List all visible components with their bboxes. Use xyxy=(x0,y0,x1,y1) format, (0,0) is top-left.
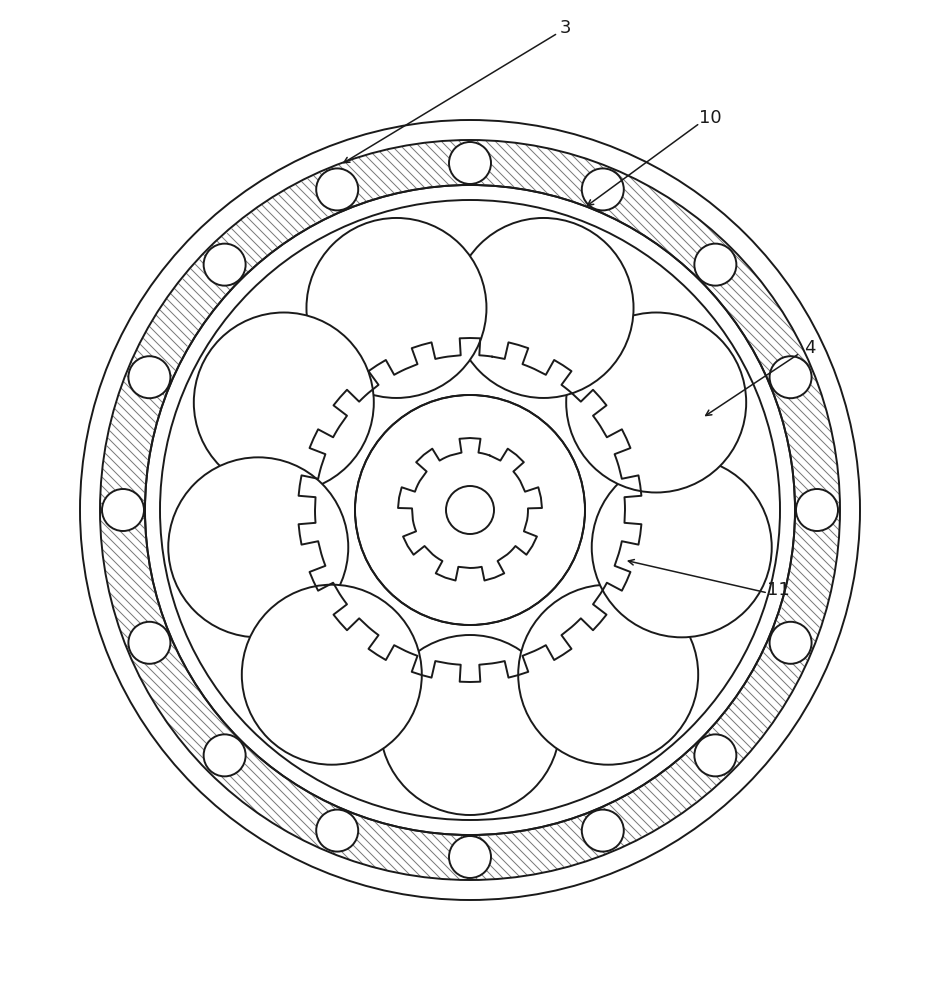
Circle shape xyxy=(316,810,358,852)
Text: 3: 3 xyxy=(559,19,571,37)
Circle shape xyxy=(204,244,245,286)
Circle shape xyxy=(695,244,736,286)
Circle shape xyxy=(129,622,170,664)
Circle shape xyxy=(770,356,811,398)
Text: 4: 4 xyxy=(805,339,816,357)
Circle shape xyxy=(145,185,795,835)
Circle shape xyxy=(449,836,491,878)
Circle shape xyxy=(306,218,487,398)
Circle shape xyxy=(449,142,491,184)
Circle shape xyxy=(518,585,698,765)
Circle shape xyxy=(242,585,422,765)
Circle shape xyxy=(592,457,772,637)
Circle shape xyxy=(194,312,374,492)
Text: 10: 10 xyxy=(698,109,721,127)
Circle shape xyxy=(695,734,736,776)
Circle shape xyxy=(102,489,144,531)
Circle shape xyxy=(566,312,746,492)
Circle shape xyxy=(446,486,494,534)
Circle shape xyxy=(582,168,624,210)
Circle shape xyxy=(796,489,838,531)
Circle shape xyxy=(380,635,560,815)
Circle shape xyxy=(355,395,585,625)
Circle shape xyxy=(316,168,358,210)
Circle shape xyxy=(453,218,634,398)
Circle shape xyxy=(168,457,348,637)
Text: 11: 11 xyxy=(767,581,790,599)
Circle shape xyxy=(770,622,811,664)
Circle shape xyxy=(204,734,245,776)
Circle shape xyxy=(396,436,544,584)
Circle shape xyxy=(582,810,624,852)
Circle shape xyxy=(129,356,170,398)
